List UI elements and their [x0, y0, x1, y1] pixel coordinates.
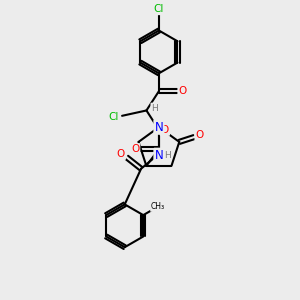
Text: N: N [154, 121, 163, 134]
Text: O: O [161, 125, 169, 135]
Text: Cl: Cl [154, 4, 164, 14]
Text: CH₃: CH₃ [151, 202, 165, 211]
Text: O: O [131, 144, 139, 154]
Text: H: H [152, 103, 158, 112]
Text: O: O [178, 86, 187, 96]
Text: N: N [154, 149, 163, 162]
Text: O: O [196, 130, 204, 140]
Text: H: H [164, 151, 171, 160]
Text: O: O [117, 149, 125, 159]
Text: Cl: Cl [109, 112, 119, 122]
